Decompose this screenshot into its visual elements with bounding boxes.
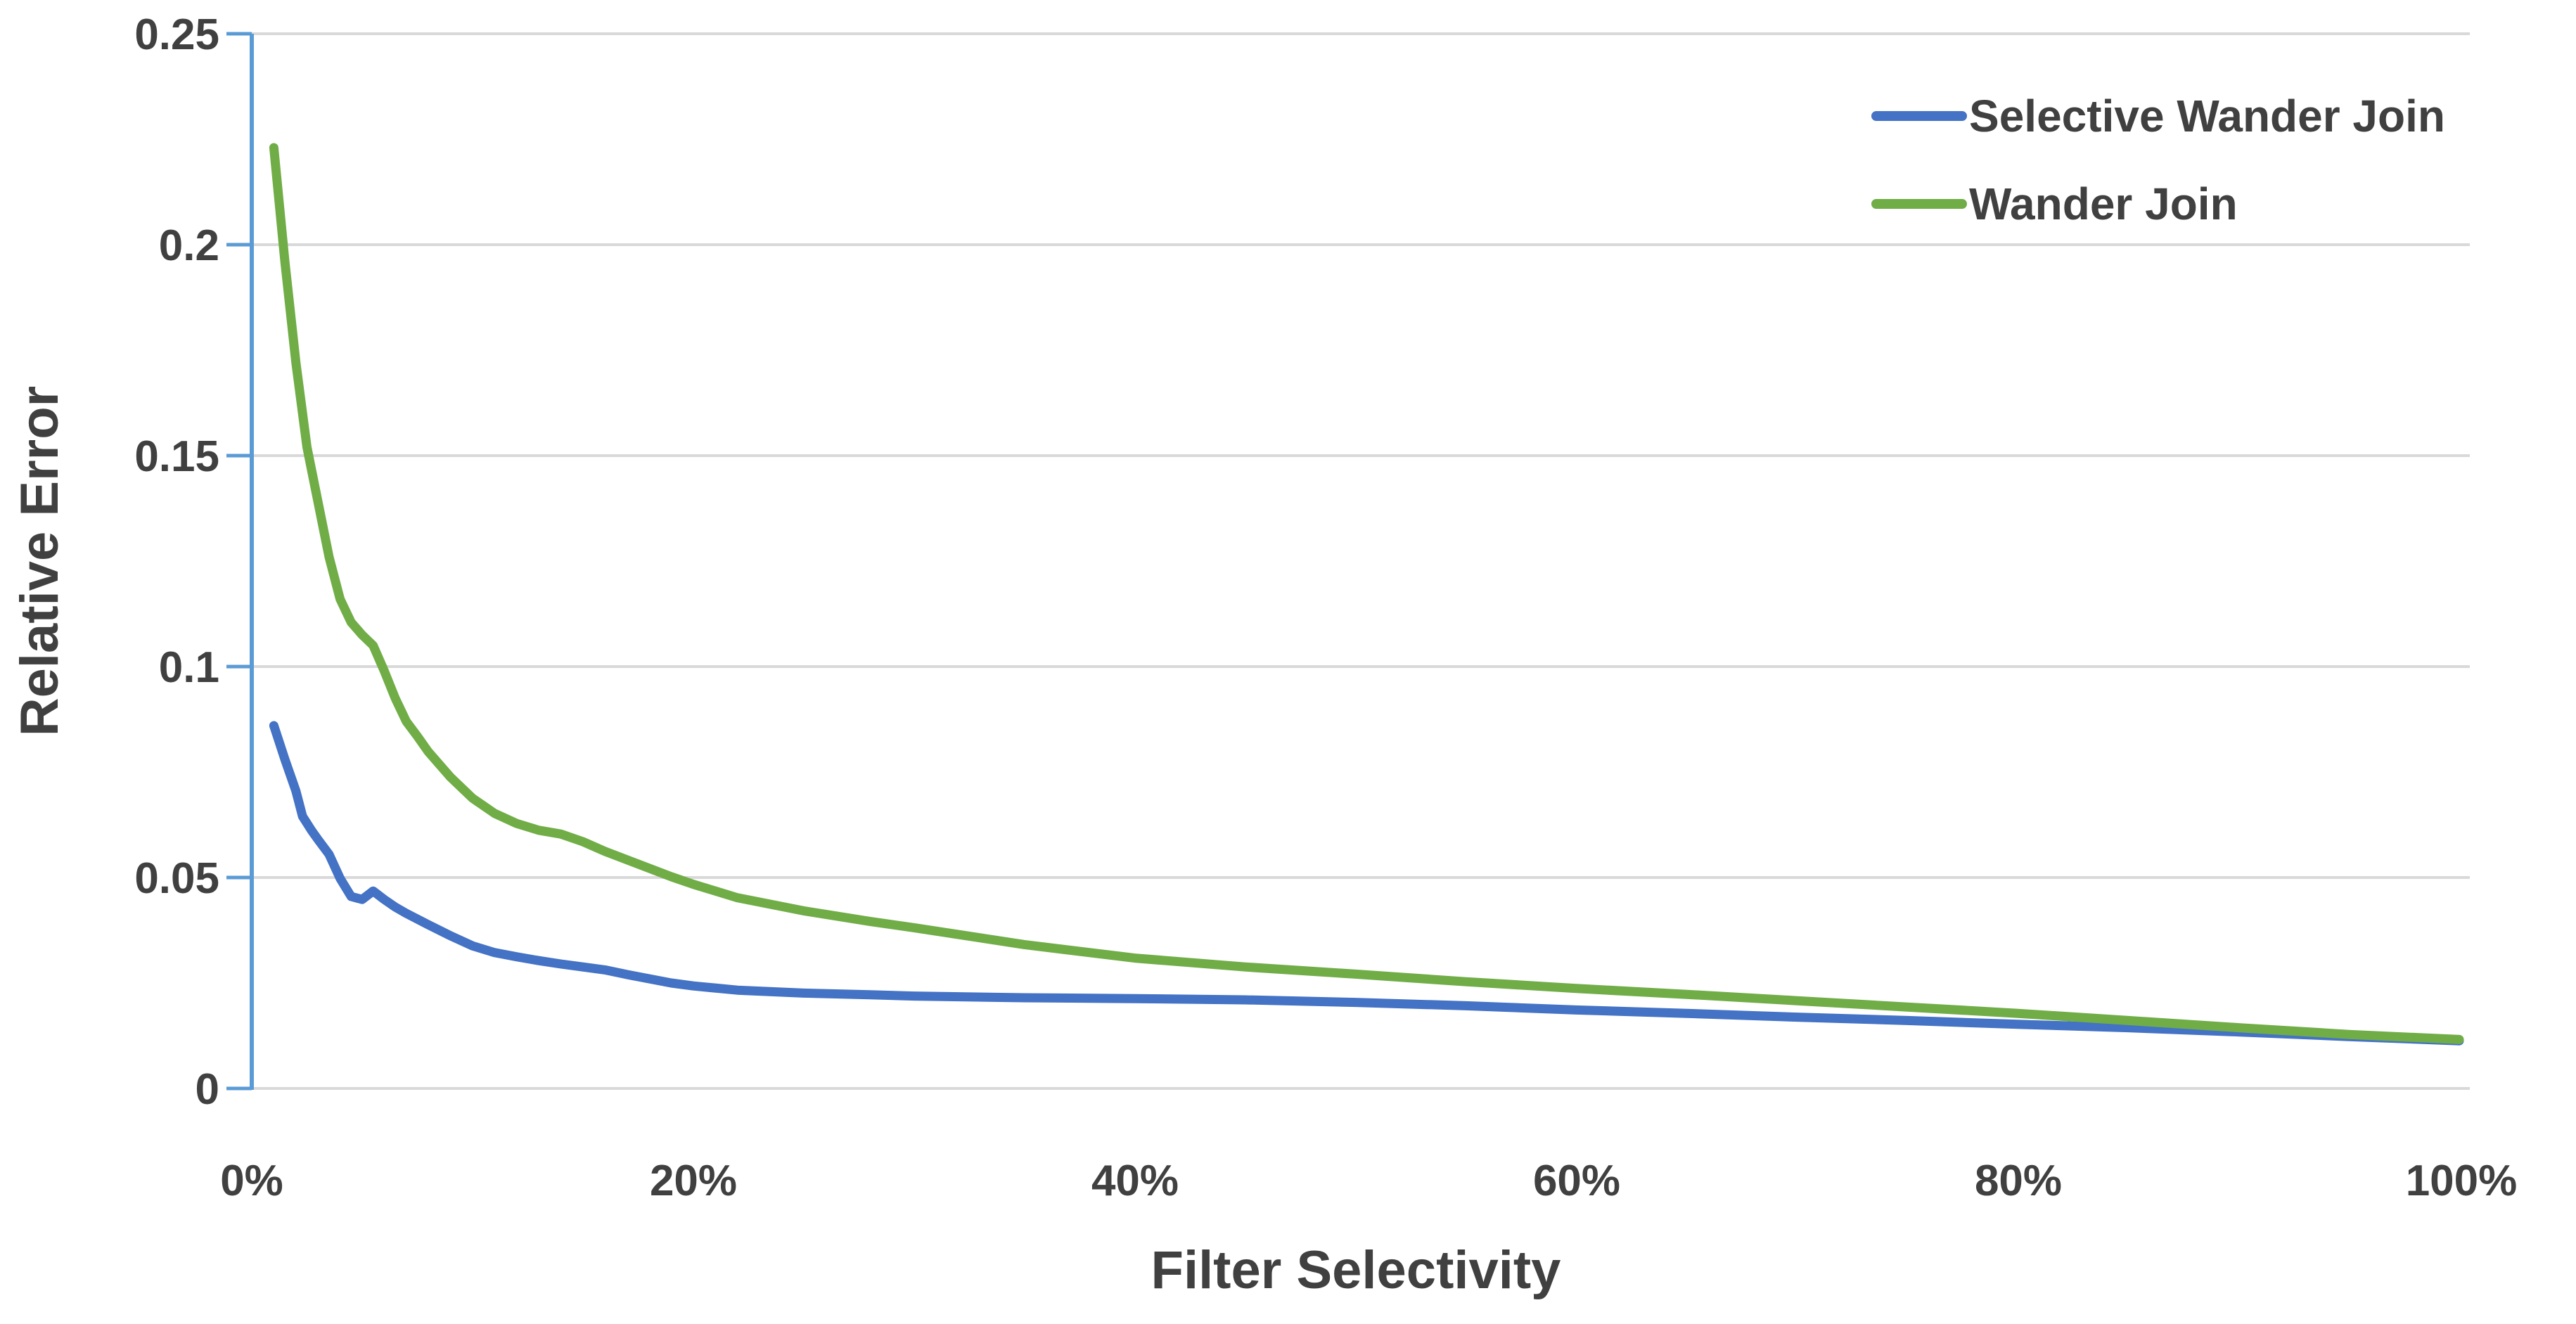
y-tick-0: 0: [196, 1065, 219, 1114]
x-tick-100: 100%: [2406, 1157, 2518, 1205]
x-tick-40: 40%: [1091, 1157, 1179, 1205]
y-tick-0_15: 0.15: [134, 432, 219, 481]
legend-item-wander-join: Wander Join: [1871, 179, 2238, 229]
series-line-selective-wander-join: [269, 721, 2464, 1046]
gridlines: [252, 32, 2470, 879]
legend-item-selective-wander-join: Selective Wander Join: [1871, 91, 2445, 141]
axes: [226, 32, 2470, 1091]
legend-label-selective-wander-join: Selective Wander Join: [1969, 91, 2445, 141]
x-tick-0: 0%: [220, 1157, 283, 1205]
x-axis-tick-labels: 0% 20% 40% 60% 80% 100%: [220, 1157, 2517, 1205]
x-tick-20: 20%: [650, 1157, 737, 1205]
x-tick-80: 80%: [1975, 1157, 2062, 1205]
series-line-wander-join: [269, 143, 2464, 1044]
x-axis-title: Filter Selectivity: [1151, 1240, 1561, 1300]
legend: Selective Wander Join Wander Join: [1871, 91, 2445, 229]
y-tick-0_25: 0.25: [134, 11, 219, 59]
y-axis-tick-labels: 0 0.05 0.1 0.15 0.2 0.25: [134, 11, 219, 1114]
y-tick-0_05: 0.05: [134, 854, 219, 903]
series-lines: [269, 143, 2464, 1046]
y-axis-title: Relative Error: [10, 386, 70, 736]
y-tick-0_2: 0.2: [159, 221, 219, 270]
x-tick-60: 60%: [1533, 1157, 1620, 1205]
y-tick-0_1: 0.1: [159, 643, 219, 692]
legend-label-wander-join: Wander Join: [1969, 179, 2238, 229]
